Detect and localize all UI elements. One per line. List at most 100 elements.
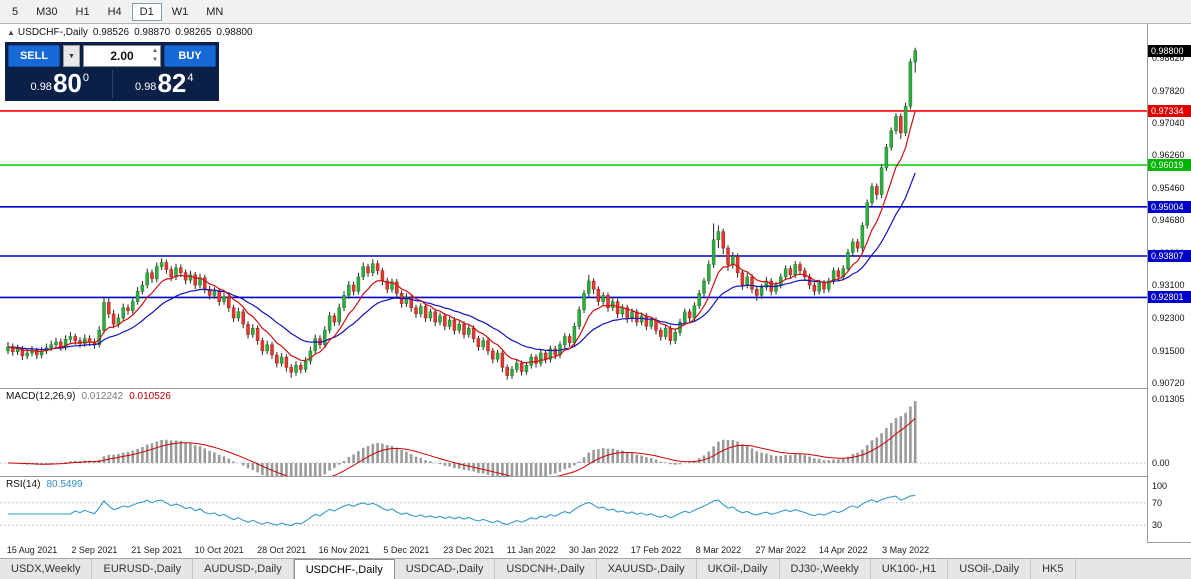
rsi-indicator-chart[interactable] <box>0 476 1147 542</box>
candle <box>159 262 164 267</box>
candle <box>107 302 111 315</box>
candle <box>644 315 649 327</box>
chart-tab-hk5[interactable]: HK5 <box>1031 559 1076 579</box>
candle <box>227 296 231 308</box>
candle <box>726 247 730 265</box>
candle <box>20 348 25 357</box>
candle <box>774 284 778 292</box>
candle <box>899 116 903 134</box>
chart-tab-xauusd-daily[interactable]: XAUUSD-,Daily <box>597 559 697 579</box>
candle <box>750 276 754 290</box>
candle <box>174 267 178 278</box>
candle <box>793 264 797 276</box>
ohlc-high: 0.98870 <box>134 27 171 38</box>
candle <box>438 315 442 323</box>
candle <box>15 348 20 353</box>
chart-tab-ukoil-daily[interactable]: UKOil-,Daily <box>697 559 780 579</box>
candle <box>284 356 289 368</box>
candle <box>534 356 538 364</box>
candle <box>673 332 677 341</box>
chart-tab-uk100-h1[interactable]: UK100-,H1 <box>871 559 949 579</box>
candle <box>884 147 889 169</box>
candle <box>491 350 495 360</box>
candle <box>668 328 673 341</box>
price-tag: 0.97334 <box>1148 104 1191 117</box>
candle <box>231 307 236 319</box>
date-label: 17 Feb 2022 <box>630 545 682 555</box>
volume-dropdown-button[interactable]: ▼ <box>63 45 80 67</box>
candle <box>35 349 39 356</box>
ask-big-digits: 82 <box>157 68 187 98</box>
price-axis-tick: 0.92300 <box>1152 312 1185 323</box>
period-button-5[interactable]: 5 <box>4 3 26 21</box>
rsi-axis-label: 30 <box>1152 520 1163 531</box>
candle <box>155 266 159 280</box>
spin-down-icon[interactable]: ▼ <box>152 57 158 63</box>
candle <box>423 306 428 319</box>
candle <box>217 291 221 302</box>
candle <box>419 306 423 315</box>
chart-tab-audusd-daily[interactable]: AUDUSD-,Daily <box>193 559 294 579</box>
macd-name: MACD(12,26,9) <box>6 391 76 402</box>
candle <box>188 274 193 281</box>
price-axis-tick: 0.90720 <box>1152 378 1185 388</box>
bid-big-digits: 80 <box>52 68 82 98</box>
period-button-h4[interactable]: H4 <box>100 3 130 21</box>
candle <box>582 293 586 311</box>
sell-button[interactable]: SELL <box>8 45 60 67</box>
buy-button[interactable]: BUY <box>164 45 216 67</box>
period-button-mn[interactable]: MN <box>198 3 231 21</box>
macd-indicator-chart[interactable] <box>0 388 1147 476</box>
ask-price[interactable]: 0.98 82 4 <box>111 68 217 98</box>
candle <box>25 352 29 357</box>
macd-main-value: 0.012242 <box>81 391 124 402</box>
period-button-d1[interactable]: D1 <box>131 2 162 21</box>
chart-tab-usdchf-daily[interactable]: USDCHF-,Daily <box>293 559 395 579</box>
time-axis[interactable]: 15 Aug 2021 2 Sep 2021 21 Sep 2021 10 Oct 2… <box>0 542 1147 558</box>
candle <box>433 311 437 323</box>
candle <box>308 350 313 362</box>
bid-price[interactable]: 0.98 80 0 <box>8 70 112 98</box>
spin-up-icon[interactable]: ▲ <box>152 48 158 54</box>
candle <box>54 341 58 346</box>
period-button-h1[interactable]: H1 <box>68 3 98 21</box>
candle <box>347 284 351 296</box>
candle <box>135 291 140 302</box>
candle <box>740 272 745 286</box>
rsi-panel-separator <box>0 476 1191 477</box>
volume-input[interactable]: 2.00 ▲ ▼ <box>83 45 161 67</box>
chart-tab-dj30-weekly[interactable]: DJ30-,Weekly <box>780 559 871 579</box>
ohlc-low: 0.98265 <box>175 27 212 38</box>
candle <box>697 293 701 306</box>
candle <box>817 282 821 292</box>
candle <box>351 284 356 292</box>
price-axis[interactable]: 0.98620 0.97820 0.97040 0.96260 0.95460 0.946… <box>1147 24 1191 542</box>
candle <box>481 340 485 348</box>
period-button-w1[interactable]: W1 <box>164 3 197 21</box>
candle <box>332 315 337 323</box>
candle <box>519 363 524 372</box>
candle <box>303 360 308 370</box>
candle <box>49 344 53 348</box>
candle <box>390 281 394 290</box>
horizontal-lines[interactable] <box>0 110 1147 299</box>
candle <box>121 307 125 319</box>
chart-tab-usoil-daily[interactable]: USOil-,Daily <box>948 559 1032 579</box>
chart-tab-usdx-weekly[interactable]: USDX,Weekly <box>0 559 93 579</box>
volume-stepper[interactable]: ▲ ▼ <box>152 47 158 65</box>
macd-axis-label: 0.00 <box>1152 458 1170 468</box>
volume-value: 2.00 <box>110 49 134 63</box>
price-tag: 0.95004 <box>1148 200 1191 213</box>
chart-tab-usdcnh-daily[interactable]: USDCNH-,Daily <box>495 559 597 579</box>
candle <box>476 338 481 348</box>
macd-histogram <box>11 401 917 476</box>
chart-tab-eurusd-daily[interactable]: EURUSD-,Daily <box>92 559 194 579</box>
candle <box>913 50 917 63</box>
candle <box>126 307 130 311</box>
candle <box>236 311 241 319</box>
period-button-m30[interactable]: M30 <box>28 3 65 21</box>
collapse-trade-panel-icon[interactable]: ▲ <box>7 28 15 37</box>
candle <box>380 270 385 282</box>
chart-tab-usdcad-daily[interactable]: USDCAD-,Daily <box>395 559 496 579</box>
price-axis-tick: 0.93100 <box>1152 280 1185 291</box>
